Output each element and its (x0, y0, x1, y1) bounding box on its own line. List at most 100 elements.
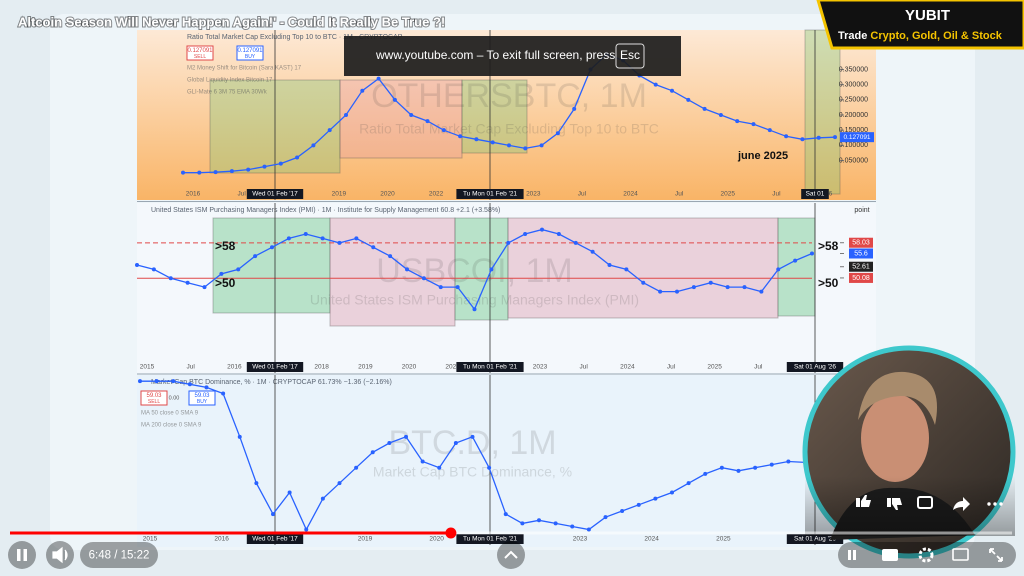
captions-button[interactable] (882, 549, 898, 561)
series-point (586, 527, 591, 532)
like-button[interactable] (856, 495, 871, 507)
pause-button[interactable] (8, 541, 36, 569)
y-tick-label: 58.03 (852, 240, 870, 247)
series-point (171, 379, 176, 384)
series-point (311, 143, 316, 148)
progress-track[interactable] (10, 531, 1012, 535)
x-tick-label: Jul (675, 191, 684, 198)
share-button[interactable] (953, 497, 970, 511)
series-point (653, 496, 658, 501)
series-point (246, 167, 251, 172)
hair (858, 371, 937, 425)
series-point (254, 481, 259, 486)
spread: 0.00 (169, 395, 180, 401)
watermark: OTHERSBTC, 1M (371, 77, 647, 115)
series-point (229, 169, 234, 174)
series-point (438, 285, 443, 290)
sponsor-text: Trade Crypto, Gold, Oil & Stock (838, 30, 1003, 42)
more-dot[interactable] (993, 502, 997, 506)
x-tick-label: 2020 (402, 364, 417, 371)
series-point (816, 135, 821, 140)
series-point (138, 379, 142, 384)
crosshair-label: Tu Mon 01 Feb '21 (463, 536, 517, 543)
trade-tag-price: 59.03 (194, 393, 210, 399)
series-point (327, 128, 332, 133)
cast-button[interactable] (952, 548, 969, 561)
x-tick-label: 2016 (214, 536, 229, 543)
duration: 15:22 (121, 550, 150, 562)
series-point (523, 232, 528, 236)
series-point (213, 170, 218, 175)
series-point (354, 465, 359, 470)
series-point (751, 122, 756, 127)
price-label-box (840, 132, 874, 143)
pause-icon (23, 549, 27, 561)
crosshair-label-box (456, 534, 524, 544)
exit-fullscreen-button[interactable] (989, 548, 1003, 562)
x-tick-label: 2025 (707, 364, 722, 371)
series-point (154, 379, 159, 384)
series-point (537, 518, 541, 523)
series-point (337, 240, 342, 245)
x-tick-label: 2025 (716, 536, 731, 543)
series-point (653, 82, 658, 87)
highlight-zone (461, 79, 528, 154)
series-point (506, 240, 511, 245)
watermark: USBCOI, 1M (376, 252, 572, 290)
sponsor-banner (816, 0, 1024, 50)
series-point (675, 289, 679, 294)
highlight-zone (507, 217, 779, 319)
series-point (507, 143, 511, 148)
progress-handle[interactable] (445, 527, 457, 539)
series-point (344, 113, 348, 117)
x-tick-label: 2015 (140, 364, 155, 371)
y-tick-label: 0.250000 (839, 97, 868, 104)
dislike-button[interactable] (887, 498, 902, 510)
series-point (767, 128, 772, 133)
sponsor-lead: Trade (838, 30, 867, 42)
comment-button[interactable] (917, 496, 933, 509)
series-point (539, 143, 544, 148)
annotation: >50 (215, 276, 236, 290)
series-point (219, 271, 224, 276)
trade-tag (236, 45, 264, 61)
y-tick-label: 50.08 (852, 275, 870, 282)
series-point (474, 137, 479, 142)
chevron-icon (504, 550, 518, 559)
expand-button[interactable] (497, 541, 525, 569)
more-dot[interactable] (987, 502, 991, 506)
series-point (540, 227, 544, 232)
series-point (470, 434, 475, 439)
more-dot[interactable] (999, 502, 1003, 506)
series-point (686, 481, 691, 486)
series-point (570, 524, 575, 529)
settings-button[interactable] (918, 547, 934, 563)
y-tick-box (849, 261, 873, 272)
series-point (636, 502, 641, 507)
autoplay-icon[interactable] (848, 550, 851, 560)
x-tick-label: 2024 (623, 191, 638, 198)
series-point (603, 515, 608, 520)
fullscreen-text: www.youtube.com – To exit full screen, p… (375, 48, 615, 62)
series-point (670, 490, 674, 495)
series-point (784, 134, 789, 139)
annotation: june 2025 (737, 150, 788, 162)
x-tick-label: 2022 (445, 364, 460, 371)
trade-tag-price: 0.127091 (237, 48, 263, 54)
face (861, 394, 929, 482)
series-point (135, 263, 139, 267)
series-point (458, 134, 463, 139)
series-point (320, 496, 325, 501)
series-point (624, 267, 629, 272)
series-point (202, 285, 207, 290)
series-point (753, 465, 758, 470)
time-text: 6:48 / 15:22 (89, 550, 150, 562)
indicator-legend: GLI-Mate 6 3M 75 EMA 30Wk (187, 90, 268, 96)
highlight-zone (454, 217, 509, 321)
pause-icon (17, 549, 21, 561)
series-point (371, 245, 376, 250)
series-point (472, 307, 477, 312)
series-point (320, 236, 325, 241)
x-tick-label: Jul (580, 364, 589, 371)
trade-tag-side: SELL (194, 54, 206, 60)
